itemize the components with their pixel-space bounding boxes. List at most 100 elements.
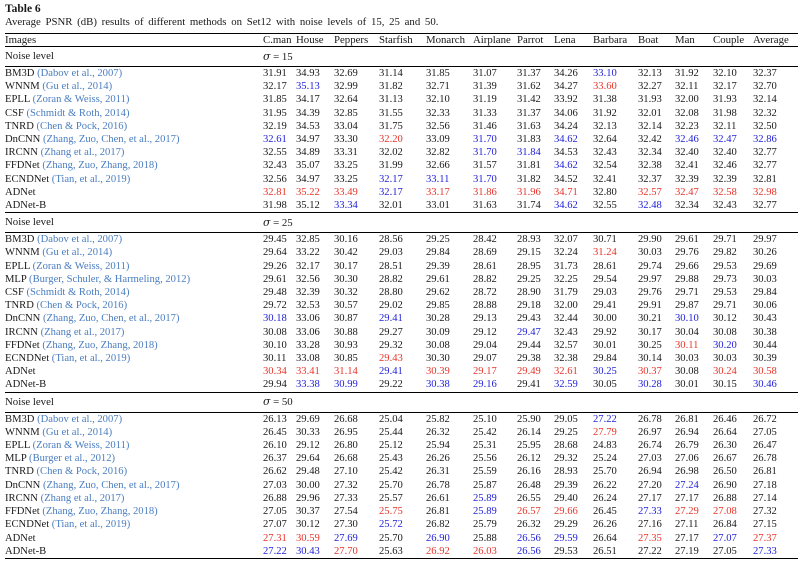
psnr-value: 30.30: [334, 273, 358, 285]
psnr-value: 26.32: [517, 519, 541, 531]
method-row-dncnn: DnCNN (Zhang, Zuo, Chen, et al., 2017) 30…: [5, 312, 798, 325]
psnr-value: 32.17: [263, 81, 287, 93]
citation-link[interactable]: (Zoran & Weiss, 2011): [29, 260, 130, 272]
method-name: WNNM: [5, 426, 40, 438]
psnr-value: 34.06: [554, 107, 578, 119]
psnr-value: 29.41: [379, 313, 403, 325]
citation-link[interactable]: (Zhang et al., 2017): [37, 147, 125, 159]
method-row-ecndnet: ECNDNet (Tian, et al., 2019) 32.56 34.97 33…: [5, 173, 798, 186]
psnr-value: 29.54: [593, 273, 617, 285]
method-name: CSF: [5, 287, 24, 299]
psnr-value: 30.04: [675, 326, 699, 338]
psnr-value: 32.47: [713, 134, 737, 146]
col-header-average: Average: [753, 33, 798, 47]
citation-link[interactable]: (Zoran & Weiss, 2011): [29, 440, 130, 452]
citation-link[interactable]: (Gu et al., 2014): [39, 81, 113, 93]
method-name: MLP: [5, 453, 27, 465]
psnr-value: 29.25: [554, 426, 578, 438]
psnr-value: 28.95: [517, 260, 541, 272]
citation-link[interactable]: (Tian, et al., 2019): [49, 173, 131, 185]
method-row-dncnn: DnCNN (Zhang, Zuo, Chen, et al., 2017) 27…: [5, 479, 798, 492]
psnr-value: 32.85: [334, 107, 358, 119]
psnr-value: 31.14: [379, 68, 403, 79]
psnr-value: 30.01: [593, 339, 617, 351]
psnr-value: 26.79: [675, 440, 699, 452]
citation-link[interactable]: (Schmidt & Roth, 2014): [23, 107, 130, 119]
method-name: DnCNN: [5, 134, 41, 146]
citation-link[interactable]: (Burger, Schuler, & Harmeling, 2012): [26, 273, 191, 285]
psnr-value: 25.89: [473, 506, 497, 518]
citation-link[interactable]: (Zhang et al., 2017): [37, 326, 125, 338]
psnr-value: 32.23: [675, 120, 699, 132]
psnr-value: 31.85: [426, 68, 450, 79]
citation-link[interactable]: (Tian, et al., 2019): [49, 519, 131, 531]
psnr-value: 27.06: [675, 453, 699, 465]
citation-link[interactable]: (Zhang, Zuo, Chen, et al., 2017): [40, 134, 180, 146]
citation-link[interactable]: (Zhang, Zuo, Chen, et al., 2017): [40, 479, 180, 491]
psnr-value: 25.70: [379, 532, 403, 544]
psnr-value: 32.61: [554, 366, 578, 378]
psnr-value: 29.12: [473, 326, 497, 338]
psnr-value: 28.69: [473, 247, 497, 259]
psnr-value: 30.43: [753, 313, 777, 325]
psnr-value: 31.93: [638, 94, 662, 106]
psnr-value: 27.10: [334, 466, 358, 478]
psnr-value: 29.53: [713, 260, 737, 272]
psnr-value: 26.47: [753, 440, 777, 452]
psnr-value: 30.00: [593, 313, 617, 325]
citation-link[interactable]: (Zoran & Weiss, 2011): [29, 94, 130, 106]
citation-link[interactable]: (Gu et al., 2014): [39, 426, 113, 438]
psnr-value: 29.03: [593, 287, 617, 299]
citation-link[interactable]: (Zhang et al., 2017): [37, 492, 125, 504]
psnr-value: 35.07: [296, 160, 320, 172]
method-row-adnet-b: ADNet-B 31.98 35.12 33.34 32.01 33.01 31.63 31.…: [5, 199, 798, 213]
method-cell: ECNDNet (Tian, et al., 2019): [5, 518, 263, 531]
method-name: ADNet-B: [5, 379, 47, 391]
method-cell: TNRD (Chen & Pock, 2016): [5, 299, 263, 312]
psnr-value: 29.13: [473, 313, 497, 325]
method-cell: BM3D (Dabov et al., 2007): [5, 233, 263, 247]
citation-link[interactable]: (Dabov et al., 2007): [34, 68, 123, 79]
psnr-value: 34.62: [554, 134, 578, 146]
citation-link[interactable]: (Zhang, Zuo, Zhang, 2018): [39, 160, 158, 172]
psnr-value: 32.02: [379, 147, 403, 159]
sigma-symbol: σ: [263, 395, 271, 409]
psnr-value: 32.46: [713, 160, 737, 172]
psnr-value: 26.32: [426, 426, 450, 438]
psnr-value: 33.38: [296, 379, 320, 391]
citation-link[interactable]: (Zhang, Zuo, Zhang, 2018): [39, 339, 158, 351]
psnr-value: 28.82: [379, 273, 403, 285]
psnr-value: 29.27: [379, 326, 403, 338]
psnr-value: 32.66: [426, 160, 450, 172]
psnr-value: 26.61: [426, 492, 450, 504]
citation-link[interactable]: (Chen & Pock, 2016): [33, 466, 128, 478]
psnr-value: 29.84: [426, 247, 450, 259]
psnr-value: 31.55: [379, 107, 403, 119]
sigma-value: σ = 50: [263, 392, 798, 413]
psnr-value: 33.92: [554, 94, 578, 106]
citation-link[interactable]: (Dabov et al., 2007): [34, 413, 123, 425]
citation-link[interactable]: (Burger et al., 2012): [26, 453, 116, 465]
citation-link[interactable]: (Dabov et al., 2007): [34, 234, 123, 246]
psnr-value: 34.39: [296, 107, 320, 119]
psnr-value: 31.73: [554, 260, 578, 272]
psnr-value: 32.77: [753, 147, 777, 159]
psnr-value: 26.31: [426, 466, 450, 478]
citation-link[interactable]: (Zhang, Zuo, Chen, et al., 2017): [40, 313, 180, 325]
citation-link[interactable]: (Chen & Pock, 2016): [33, 120, 128, 132]
psnr-value: 32.55: [263, 147, 287, 159]
method-row-adnet: ADNet 30.34 33.41 31.14 29.41 30.39 29.17 29.49…: [5, 365, 798, 378]
citation-link[interactable]: (Tian, et al., 2019): [49, 353, 131, 365]
psnr-value: 34.24: [554, 120, 578, 132]
citation-link[interactable]: (Schmidt & Roth, 2014): [23, 287, 130, 299]
method-cell: MLP (Burger et al., 2012): [5, 452, 263, 465]
citation-link[interactable]: (Chen & Pock, 2016): [33, 300, 128, 312]
method-row-dncnn: DnCNN (Zhang, Zuo, Chen, et al., 2017) 32…: [5, 133, 798, 146]
psnr-value: 26.81: [753, 466, 777, 478]
method-row-wnnm: WNNM (Gu et al., 2014) 26.45 30.33 26.95 25.…: [5, 426, 798, 439]
citation-link[interactable]: (Zhang, Zuo, Zhang, 2018): [39, 506, 158, 518]
psnr-value: 30.11: [263, 353, 287, 365]
psnr-value: 32.40: [713, 147, 737, 159]
psnr-value: 30.17: [638, 326, 662, 338]
citation-link[interactable]: (Gu et al., 2014): [39, 247, 113, 259]
